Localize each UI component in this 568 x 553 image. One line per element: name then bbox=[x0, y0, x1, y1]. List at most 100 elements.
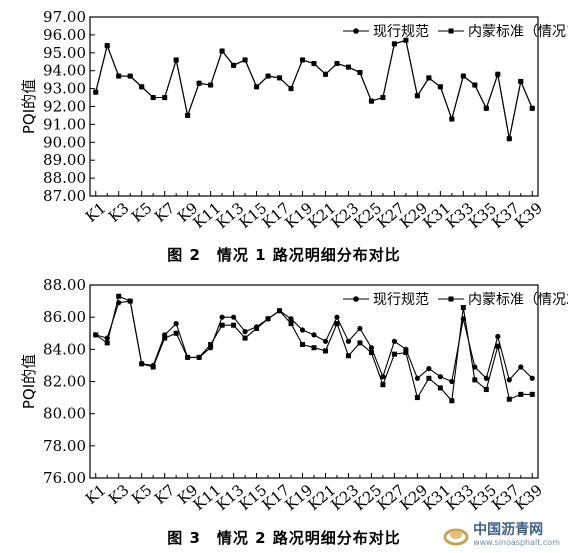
chart-1-series-2-point bbox=[437, 84, 443, 90]
chart-1-legend-marker bbox=[448, 28, 454, 34]
chart-2-legend-label: 内蒙标准（情况2） bbox=[468, 292, 568, 308]
chart-1-series-2-point bbox=[277, 75, 283, 81]
chart-1-series-2-point bbox=[208, 82, 214, 88]
chart-1-series-2-point bbox=[391, 41, 397, 47]
chart-2-series-2-point bbox=[449, 398, 455, 404]
chart-2-series-1-point bbox=[368, 345, 375, 351]
chart-2-series-2-point bbox=[277, 308, 283, 314]
chart-2-plot-frame bbox=[89, 284, 539, 479]
chart-1-series-2-point bbox=[185, 112, 191, 118]
chart-1-xtick-label: K39 bbox=[511, 199, 546, 232]
chart-2-series-2-point bbox=[518, 391, 524, 397]
chart-1-series-2-point bbox=[334, 61, 340, 67]
chart-1-series-2-point bbox=[518, 78, 524, 84]
chart-1-series-2-point bbox=[380, 95, 386, 101]
chart-2-ytick-label: 78.00 bbox=[43, 437, 86, 455]
chart-2-ytick-label: 88.00 bbox=[43, 276, 86, 294]
chart-1-series-2-point bbox=[150, 95, 156, 101]
chart-1-ylabel: PQI的值 bbox=[20, 79, 38, 134]
chart-2-series-1-point bbox=[230, 314, 237, 320]
chart-1-legend-marker bbox=[353, 28, 359, 34]
chart-2-series-2-point bbox=[460, 305, 466, 311]
chart-1-ytick-label: 89.00 bbox=[43, 151, 86, 169]
chart-2-series-1-point bbox=[322, 338, 329, 344]
chart-2-series-1-point bbox=[242, 329, 248, 335]
chart-1-series-2-point bbox=[196, 80, 202, 86]
watermark-logo-icon bbox=[443, 528, 469, 546]
chart-1-series-2-point bbox=[322, 71, 328, 77]
chart-2-series-2-point bbox=[162, 335, 168, 341]
chart-2-series-1-point bbox=[357, 325, 363, 332]
chart-2-series-2-point bbox=[196, 354, 202, 360]
chart-1-ytick-label: 87.00 bbox=[43, 187, 86, 205]
chart-1-series-2-point bbox=[219, 48, 225, 54]
chart-2-legend-marker bbox=[448, 296, 454, 302]
chart-2-series-2-point bbox=[311, 345, 317, 351]
chart-2-series-2-point bbox=[150, 364, 156, 370]
chart-1-series-2-point bbox=[116, 73, 122, 79]
chart-2-series-2-point bbox=[93, 332, 99, 338]
chart-2-svg: 88.0086.0084.0082.0080.0078.0076.00K1K3K… bbox=[20, 276, 568, 514]
chart-2-series-2-point bbox=[472, 377, 478, 383]
chart-1-ytick-label: 90.00 bbox=[43, 133, 86, 151]
chart-2-series-1-point bbox=[506, 377, 512, 383]
chart-2-series-2-point bbox=[322, 348, 328, 354]
chart-2-series-1-line bbox=[95, 300, 533, 383]
chart-1-series-2-point bbox=[127, 73, 133, 79]
chart-1-series-2-point bbox=[460, 73, 466, 79]
chart-1-series-2-point bbox=[288, 86, 294, 92]
chart-2-series-1-point bbox=[495, 333, 501, 340]
watermark-url: www.sinoasphalt.com bbox=[473, 538, 560, 547]
chart-2: 88.00 86.00 84.00 82.00 80.00 78.00 76.00 K1 K3 K… bbox=[0, 272, 568, 524]
chart-1-series-2-point bbox=[254, 84, 260, 90]
chart-1-series-2-point bbox=[368, 98, 374, 104]
chart-1-svg: 97.0096.0095.0094.0093.0092.0091.0090.00… bbox=[20, 8, 568, 232]
chart-1-series-2-point bbox=[265, 73, 271, 79]
chart-2-ytick-label: 80.00 bbox=[43, 405, 86, 423]
chart-1-series-2-point bbox=[357, 69, 363, 75]
chart-2-series-2-point bbox=[208, 342, 214, 348]
chart-2-series-1-point bbox=[483, 375, 489, 381]
chart-1-ytick-label: 95.00 bbox=[43, 44, 86, 62]
chart-2-series-2-point bbox=[288, 321, 294, 327]
chart-2-series-2-point bbox=[104, 340, 110, 346]
chart-2-series-2-point bbox=[334, 321, 340, 327]
chart-1-series-2-point bbox=[495, 71, 501, 77]
chart-2-series-2-point bbox=[185, 354, 191, 360]
chart-2-series-2-point bbox=[139, 361, 145, 367]
chart-1-series-2-point bbox=[345, 64, 351, 70]
chart-1-series-2-point bbox=[414, 93, 420, 99]
chart-2-series-2-point bbox=[173, 330, 179, 336]
chart-2-series-1-point bbox=[472, 364, 478, 370]
chart-2-series-1-point bbox=[426, 366, 432, 372]
chart-2-series-2-point bbox=[265, 316, 271, 322]
chart-2-series-2-point bbox=[426, 375, 432, 381]
chart-1-series-2-point bbox=[483, 105, 489, 111]
chart-2-series-2-point bbox=[254, 325, 260, 331]
chart-2-series-1-point bbox=[288, 316, 294, 322]
chart-1-series-2-point bbox=[173, 57, 179, 63]
chart-2-series-2-point bbox=[506, 396, 512, 402]
chart-2-series-1-point bbox=[345, 338, 352, 344]
chart-1-series-2-point bbox=[93, 89, 99, 95]
chart-2-series-1-point bbox=[219, 314, 225, 320]
chart-2-series-1-point bbox=[299, 327, 306, 333]
chart-1-caption: 图 2 情况 1 路况明细分布对比 bbox=[167, 246, 401, 264]
chart-2-series-2-point bbox=[403, 350, 409, 356]
chart-1-ytick-label: 88.00 bbox=[43, 169, 86, 187]
chart-2-ytick-label: 84.00 bbox=[43, 340, 86, 358]
chart-1-plot-frame bbox=[89, 16, 539, 197]
chart-1-series-2-point bbox=[311, 61, 317, 67]
chart-1-ytick-label: 91.00 bbox=[43, 115, 86, 133]
chart-2-series-2-point bbox=[242, 335, 248, 341]
chart-1-series-2-line bbox=[95, 39, 533, 139]
chart-1-series-2-point bbox=[104, 43, 110, 49]
chart-1-series-1-line bbox=[95, 39, 533, 139]
chart-2-series-2-point bbox=[357, 340, 363, 346]
chart-2-series-1-point bbox=[437, 374, 443, 380]
chart-2-series-1-point bbox=[334, 314, 340, 320]
chart-1-ytick-label: 97.00 bbox=[43, 8, 86, 26]
chart-2-legend-marker bbox=[353, 296, 359, 302]
chart-1-series-2-point bbox=[506, 136, 512, 142]
chart-2-series-2-point bbox=[483, 387, 489, 393]
